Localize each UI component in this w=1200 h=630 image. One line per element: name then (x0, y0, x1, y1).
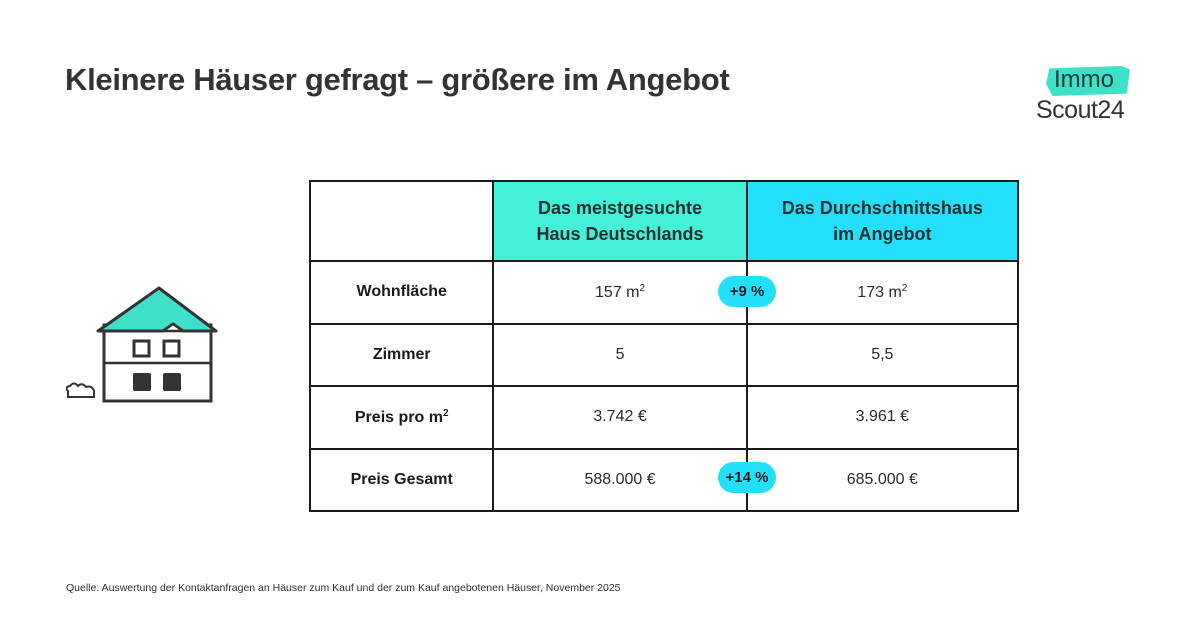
cell-value: 5,5 (745, 322, 1020, 387)
header-blank-cell (308, 180, 495, 262)
row-label: Preis pro m2 (308, 385, 495, 450)
cell-value: 3.961 € (745, 385, 1020, 450)
header-average-offer: Das Durchschnittshaus im Angebot (745, 180, 1020, 262)
row-label: Wohnfläche (308, 260, 495, 325)
cell-value: 157 m2 (492, 260, 748, 325)
header-text: Das meistgesuchte (537, 197, 703, 218)
immoscout24-logo: Immo Scout24 (1036, 66, 1146, 126)
cell-value: 173 m2 (745, 260, 1020, 325)
cell-value: 3.742 € (492, 385, 748, 450)
comparison-table: Das meistgesuchte Haus Deutschlands Das … (308, 180, 1020, 512)
logo-badge (1046, 66, 1130, 96)
table-row: Zimmer 5 5,5 (308, 322, 1020, 387)
logo-scout-text: Scout24 (1036, 96, 1125, 124)
logo-immo-text: Immo (1054, 66, 1114, 93)
header-most-searched: Das meistgesuchte Haus Deutschlands (492, 180, 748, 262)
cell-value: 5 (492, 322, 748, 387)
table-row: Preis Gesamt 588.000 € 685.000 € (308, 447, 1020, 512)
page-title: Kleinere Häuser gefragt – größere im Ang… (65, 62, 730, 97)
header-text: Das Durchschnittshaus (781, 197, 983, 218)
difference-badge-total-price: +14 % (718, 462, 776, 493)
row-label: Preis Gesamt (308, 447, 495, 512)
header-text: Haus Deutschlands (536, 224, 704, 244)
difference-badge-living-area: +9 % (718, 276, 776, 307)
source-note: Quelle: Auswertung der Kontaktanfragen a… (66, 582, 621, 594)
house-icon (66, 286, 218, 403)
header-text: im Angebot (833, 224, 932, 244)
cell-value: 588.000 € (492, 447, 748, 512)
table-row: Preis pro m2 3.742 € 3.961 € (308, 385, 1020, 450)
cell-value: 685.000 € (745, 447, 1020, 512)
table-header-row: Das meistgesuchte Haus Deutschlands Das … (308, 180, 1020, 262)
row-label: Zimmer (308, 322, 495, 387)
table-row: Wohnfläche 157 m2 173 m2 (308, 260, 1020, 325)
